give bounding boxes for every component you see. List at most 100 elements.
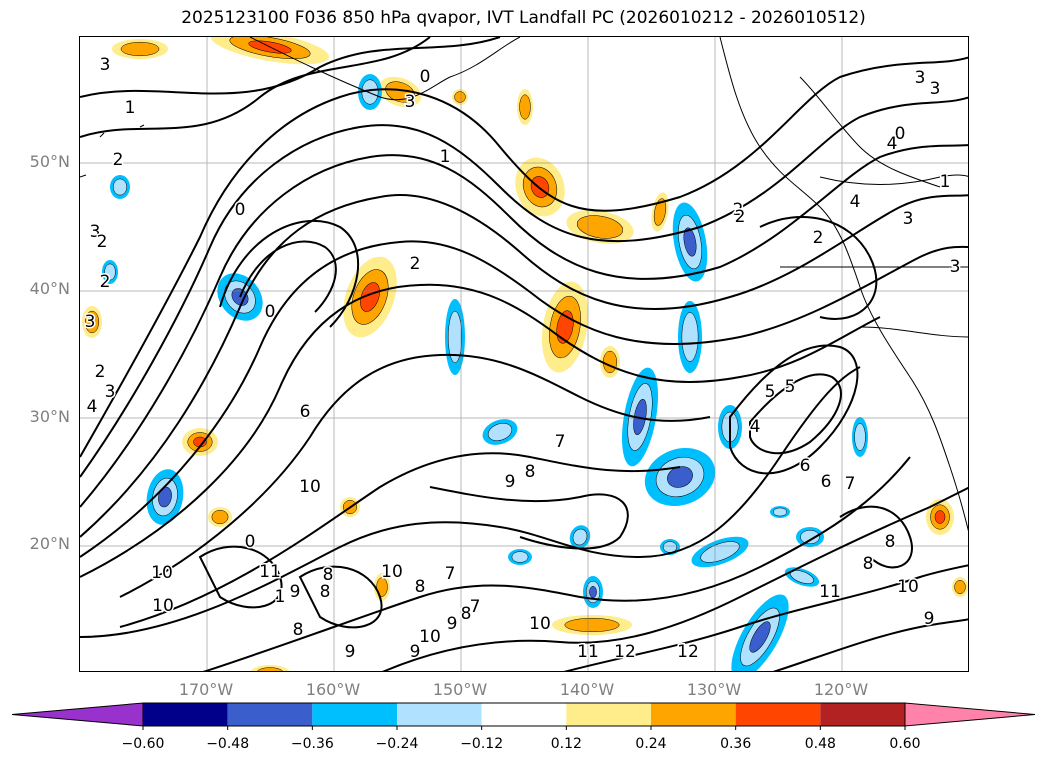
qvapor-anomaly-patch xyxy=(482,419,518,445)
lon-label-130w: 130°W xyxy=(686,680,742,699)
contour-value-label: 10 xyxy=(897,577,919,597)
qvapor-anomaly-patch xyxy=(250,665,290,671)
qvapor-anomaly-patch xyxy=(517,89,533,125)
lon-label-170w: 170°W xyxy=(178,680,234,699)
contour-value-label: 5 xyxy=(765,382,776,402)
lat-label-30n: 30°N xyxy=(29,407,70,426)
colorbar-tick-label: 0.48 xyxy=(804,736,836,752)
ivt-contour-line xyxy=(202,456,911,671)
contour-value-label: 3 xyxy=(100,55,111,75)
lat-label-20n: 20°N xyxy=(29,534,70,553)
ivt-contour-line xyxy=(80,144,968,508)
lon-label-140w: 140°W xyxy=(559,680,615,699)
contour-value-label: 2 xyxy=(813,228,824,248)
contour-value-label: 1 xyxy=(440,147,451,167)
qvapor-anomaly-patch xyxy=(770,506,790,518)
contour-value-label: 6 xyxy=(300,402,311,422)
colorbar-swatch xyxy=(481,703,567,726)
qvapor-anomaly-patch xyxy=(644,447,716,507)
colorbar-swatch xyxy=(227,703,313,726)
colorbar-swatch xyxy=(735,703,821,726)
contour-value-label: 11 xyxy=(819,582,841,602)
ivt-contour-line xyxy=(80,283,881,578)
qvapor-anomaly-patch xyxy=(378,76,422,108)
coastline-segment xyxy=(80,124,145,178)
map-panel: 3 1 2 3 2 2 3 0 0 1 2 2 3 3 1 0 4 4 3 3 2 2 0 1 3 0 2 3 4 5 6 7 8 9 10 10 10… xyxy=(79,36,969,672)
contour-value-label: 7 xyxy=(445,564,456,584)
contour-value-label: 4 xyxy=(850,192,861,212)
ivt-contour-line xyxy=(80,37,431,138)
ivt-contour-line xyxy=(80,194,968,538)
qvapor-anomaly-patch xyxy=(515,157,565,217)
qvapor-anomaly-patch xyxy=(622,367,658,467)
colorbar-extend-low xyxy=(11,702,144,727)
coastline-segment xyxy=(859,326,968,338)
qvapor-anomaly-patch xyxy=(552,615,632,635)
lat-label-40n: 40°N xyxy=(29,279,70,298)
contour-value-label: 10 xyxy=(419,627,441,647)
contour-value-label: 0 xyxy=(245,532,256,552)
ivt-contour-line xyxy=(80,37,501,98)
contour-value-label: 7 xyxy=(845,474,856,494)
contour-value-label: 1 xyxy=(275,587,286,607)
ivt-contour-line xyxy=(729,344,859,475)
colorbar-swatch xyxy=(312,703,397,726)
contour-value-label: 3 xyxy=(85,312,96,332)
qvapor-anomaly-patch xyxy=(146,469,184,525)
qvapor-anomaly-patch xyxy=(678,301,702,373)
contour-value-label: 4 xyxy=(887,134,898,154)
contour-value-label: 2 xyxy=(97,232,108,252)
qvapor-anomaly-patch xyxy=(452,89,468,105)
colorbar-swatch xyxy=(651,703,736,726)
qvapor-anomaly-patch xyxy=(541,281,589,373)
colorbar-extend-high xyxy=(904,702,1036,727)
contour-value-label: 3 xyxy=(950,257,961,277)
contour-value-label: 2 xyxy=(410,254,421,274)
contour-value-label: 8 xyxy=(293,620,304,640)
lat-lon-grid xyxy=(80,37,968,671)
contour-value-label: 11 xyxy=(577,642,599,662)
contour-value-label: 11 xyxy=(259,562,281,582)
ivt-contour-line xyxy=(772,618,968,671)
lon-label-120w: 120°W xyxy=(813,680,869,699)
contour-value-label: 0 xyxy=(265,302,276,322)
colorbar-swatch xyxy=(566,703,651,726)
contour-value-label: 3 xyxy=(903,209,914,229)
qvapor-anomaly-patch xyxy=(660,539,680,555)
contour-value-label: 3 xyxy=(105,382,116,402)
ivt-contour-line xyxy=(119,353,711,598)
qvapor-anomaly-patch xyxy=(112,39,168,59)
colorbar-tick-label: −0.24 xyxy=(375,736,419,752)
contour-value-label: 10 xyxy=(151,563,173,583)
contour-value-label: 8 xyxy=(323,565,334,585)
coastline-segment xyxy=(799,76,941,188)
contour-value-label: 8 xyxy=(320,582,331,602)
contour-value-label: 9 xyxy=(290,582,301,602)
ivt-contour-line xyxy=(429,486,629,550)
colorbar-tick-label: −0.12 xyxy=(460,736,504,752)
plot-title: 2025123100 F036 850 hPa qvapor, IVT Land… xyxy=(181,8,866,28)
contour-value-label: 6 xyxy=(821,472,832,492)
contour-value-label: 1 xyxy=(940,172,951,192)
ivt-contour-line xyxy=(382,486,968,671)
contour-value-label: 3 xyxy=(405,92,416,112)
contour-value-label: 9 xyxy=(410,642,421,662)
coastline-segment xyxy=(719,37,968,532)
contour-value-label: 7 xyxy=(470,597,481,617)
colorbar-tick-label: −0.48 xyxy=(206,736,250,752)
ivt-contour-line xyxy=(749,373,842,455)
ivt-contour-line xyxy=(239,240,337,313)
contour-value-label: 1 xyxy=(125,98,136,118)
contour-value-label: 9 xyxy=(924,609,935,629)
ivt-contour-line xyxy=(80,96,968,478)
colorbar-tick-label: −0.36 xyxy=(290,736,334,752)
ivt-contour-line xyxy=(759,216,878,320)
contour-value-label: 6 xyxy=(800,456,811,476)
qvapor-anomaly-patch xyxy=(952,577,968,597)
contour-value-label: 7 xyxy=(555,432,566,452)
contour-value-label: 10 xyxy=(529,614,551,634)
colorbar-swatch xyxy=(143,703,228,726)
ivt-contour-line xyxy=(119,452,681,628)
contour-value-label: 10 xyxy=(152,596,174,616)
contour-value-label: 8 xyxy=(885,532,896,552)
